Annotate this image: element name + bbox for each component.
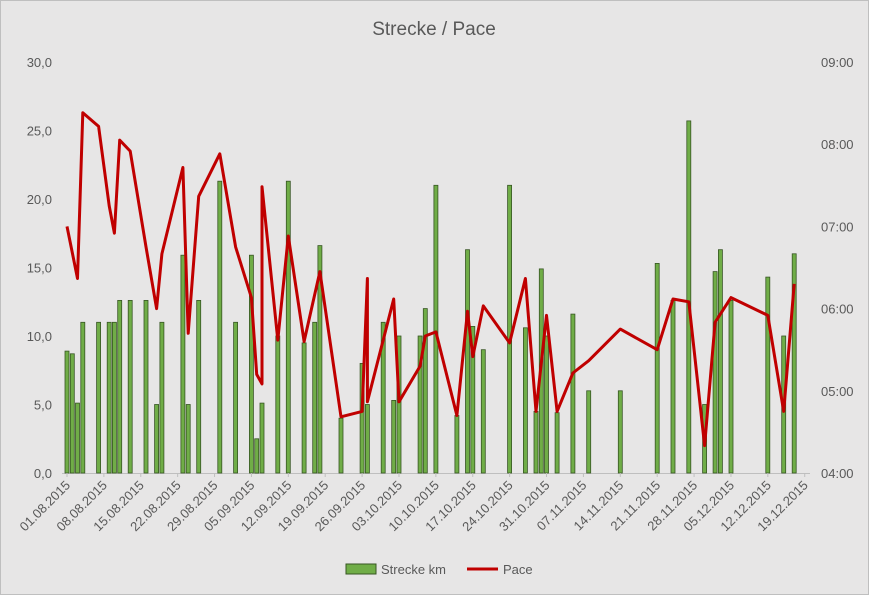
bar-strecke xyxy=(586,390,592,474)
bar-strecke xyxy=(127,299,133,474)
bar-strecke xyxy=(248,254,254,474)
bar-strecke xyxy=(217,180,223,474)
bar-strecke xyxy=(143,299,149,474)
bar-strecke xyxy=(544,335,549,474)
bar-strecke xyxy=(259,402,265,474)
bar-strecke xyxy=(117,299,123,474)
bar-strecke xyxy=(533,410,539,474)
bar-strecke xyxy=(465,249,470,474)
bar-series-strecke xyxy=(64,120,797,474)
bar-strecke xyxy=(417,335,423,474)
bar-strecke xyxy=(69,353,75,474)
chart-title: Strecke / Pace xyxy=(372,19,496,40)
bar-strecke xyxy=(275,335,281,474)
bar-strecke xyxy=(196,299,202,474)
left-tick-label: 10,0 xyxy=(27,329,52,344)
bar-strecke xyxy=(75,402,80,474)
bar-strecke xyxy=(338,417,344,474)
left-tick-label: 0,0 xyxy=(34,466,52,481)
bar-strecke xyxy=(765,276,771,474)
right-tick-label: 06:00 xyxy=(821,302,854,317)
bar-strecke xyxy=(422,308,428,474)
bar-strecke xyxy=(180,254,186,474)
bar-strecke xyxy=(185,404,191,474)
bar-strecke xyxy=(380,321,386,474)
bar-strecke xyxy=(712,271,718,474)
bar-strecke xyxy=(64,350,70,474)
bar-strecke xyxy=(791,253,797,474)
bar-strecke xyxy=(617,390,623,474)
bar-strecke xyxy=(80,321,86,474)
left-tick-label: 25,0 xyxy=(27,124,52,139)
right-tick-label: 05:00 xyxy=(821,384,854,399)
bar-strecke xyxy=(507,184,513,474)
legend: Strecke km Pace xyxy=(345,562,533,577)
left-tick-label: 30,0 xyxy=(27,55,52,70)
right-tick-label: 04:00 xyxy=(821,466,854,481)
bar-strecke xyxy=(454,415,460,474)
legend-swatch-strecke xyxy=(345,563,377,575)
bar-strecke xyxy=(312,321,318,474)
left-tick-label: 15,0 xyxy=(27,261,52,276)
bar-strecke xyxy=(686,120,692,474)
line-series-pace xyxy=(65,111,796,448)
bar-strecke xyxy=(570,313,576,474)
left-axis-ticks: 0,0 5,0 10,0 15,0 20,0 25,0 30,0 xyxy=(27,55,52,481)
bar-strecke xyxy=(554,412,560,474)
bar-strecke xyxy=(654,262,660,474)
right-tick-label: 09:00 xyxy=(821,55,854,70)
bar-strecke xyxy=(159,321,165,474)
bar-strecke xyxy=(301,342,307,474)
bar-strecke xyxy=(523,327,528,474)
left-tick-label: 20,0 xyxy=(27,192,52,207)
bar-strecke xyxy=(254,438,260,474)
bar-strecke xyxy=(317,245,323,474)
bar-strecke xyxy=(154,404,160,474)
bar-strecke xyxy=(433,184,439,474)
legend-label-strecke: Strecke km xyxy=(381,562,446,577)
right-tick-label: 08:00 xyxy=(821,137,854,152)
bar-strecke xyxy=(480,349,486,474)
bar-strecke xyxy=(728,299,734,474)
bar-strecke xyxy=(106,321,112,474)
bar-strecke xyxy=(364,404,370,474)
legend-label-pace: Pace xyxy=(503,562,533,577)
bar-strecke xyxy=(718,249,723,474)
bar-strecke xyxy=(285,180,291,474)
left-tick-label: 5,0 xyxy=(34,398,52,413)
bar-strecke xyxy=(670,299,676,474)
bar-strecke xyxy=(112,321,117,474)
bar-strecke xyxy=(96,321,101,474)
bar-strecke xyxy=(233,321,239,474)
right-tick-label: 07:00 xyxy=(821,219,854,234)
right-axis-ticks: 04:00 05:00 06:00 07:00 08:00 09:00 xyxy=(821,55,854,481)
x-axis-ticks: 01.08.201508.08.201515.08.201522.08.2015… xyxy=(16,473,811,534)
bar-strecke xyxy=(391,399,397,474)
